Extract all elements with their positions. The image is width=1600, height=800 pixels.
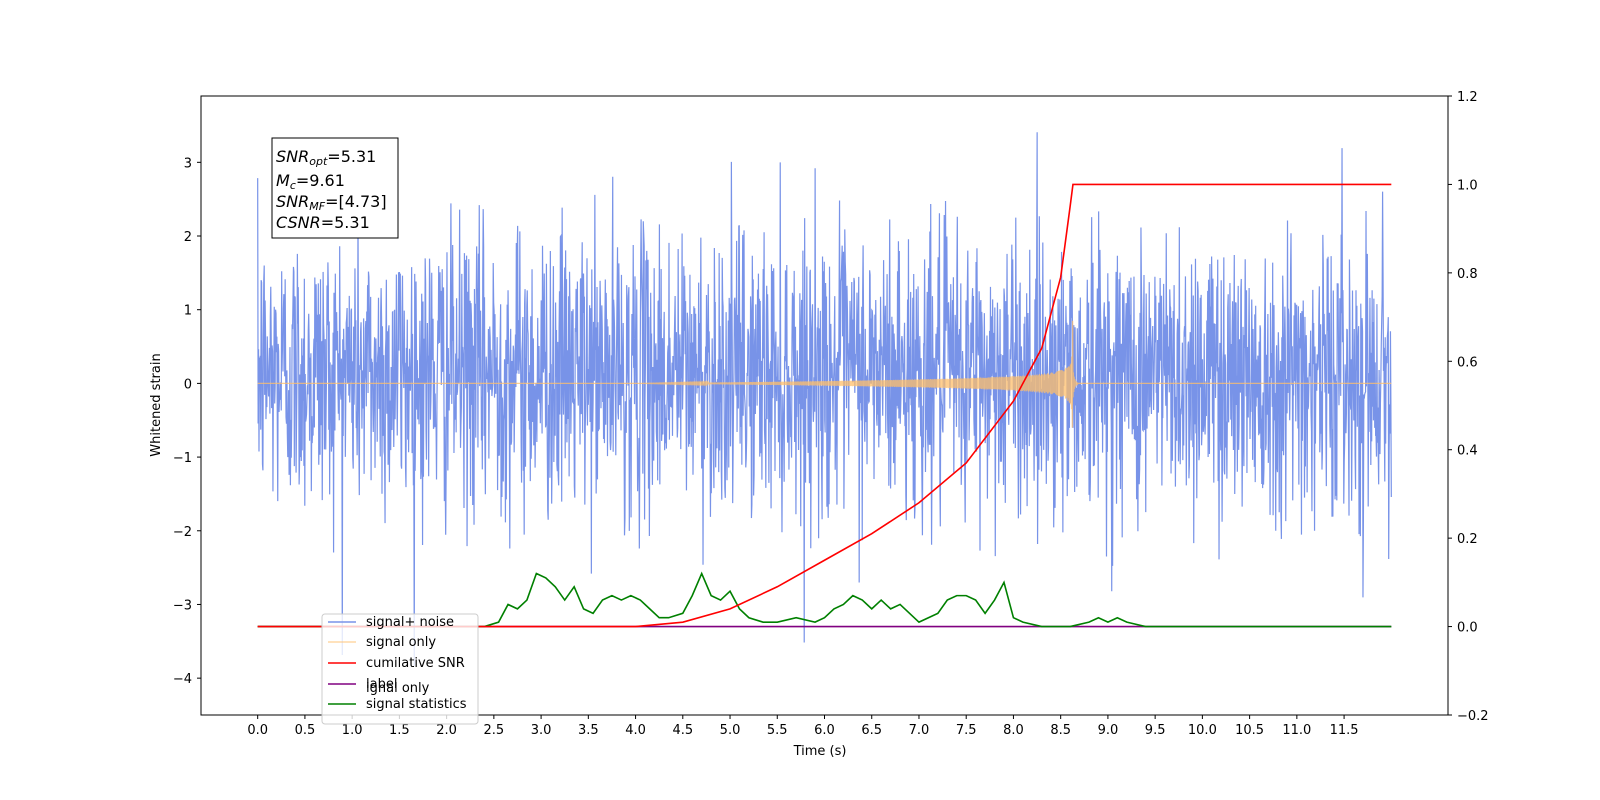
x-tick-label: 2.0 xyxy=(436,723,457,738)
y-right-tick-label: 0.2 xyxy=(1457,532,1478,547)
x-tick-label: 10.0 xyxy=(1188,723,1217,738)
x-tick-label: 4.0 xyxy=(625,723,646,738)
info-box-frame xyxy=(271,137,399,239)
legend-label: cumilative SNR xyxy=(366,656,465,671)
x-tick-label: 10.5 xyxy=(1235,723,1264,738)
x-tick-label: 8.0 xyxy=(1003,723,1024,738)
x-axis-ticks: 0.0 0.5 1.0 1.5 2.0 2.5 3.0 3.5 4.0 4.5 5.0 5.5 6.0 6… xyxy=(247,715,1359,738)
x-tick-label: 3.0 xyxy=(531,723,552,738)
series-signal-only xyxy=(257,320,1392,428)
x-tick-label: 7.0 xyxy=(909,723,930,738)
y-left-tick-label: 2 xyxy=(184,230,192,245)
x-tick-label: 9.5 xyxy=(1145,723,1166,738)
y-left-tick-label: −1 xyxy=(173,451,192,466)
y-left-tick-label: −2 xyxy=(173,525,192,540)
info-snr-opt: SNRopt=5.31 xyxy=(276,147,376,168)
series-signal-statistics xyxy=(257,571,1392,628)
x-tick-label: 3.5 xyxy=(578,723,599,738)
x-axis-label: Time (s) xyxy=(793,744,847,759)
y-axis-label: Whitened strain xyxy=(149,353,164,456)
info-mc: Mc=9.61 xyxy=(276,171,345,192)
y-left-tick-label: 3 xyxy=(184,156,192,171)
y-right-tick-label: 1.2 xyxy=(1457,90,1478,105)
x-tick-label: 4.5 xyxy=(672,723,693,738)
y-right-tick-label: 0.0 xyxy=(1457,621,1478,636)
series-cumulative-snr xyxy=(257,183,1392,628)
x-tick-label: 11.0 xyxy=(1282,723,1311,738)
legend-overlap-ghost: ignal only xyxy=(366,681,430,696)
y-left-tick-label: −3 xyxy=(173,598,192,613)
x-tick-label: 1.5 xyxy=(389,723,410,738)
legend-items: signal+ noise signal only cumilative SNR la… xyxy=(328,615,467,712)
x-tick-label: 6.0 xyxy=(814,723,835,738)
y-left-tick-label: 1 xyxy=(184,304,192,319)
y-right-tick-label: −0.2 xyxy=(1457,709,1489,724)
legend-frame xyxy=(321,613,479,725)
x-tick-label: 0.5 xyxy=(295,723,316,738)
x-tick-label: 11.5 xyxy=(1330,723,1359,738)
y-left-axis-ticks: −4 −3 −2 −1 0 1 2 3 xyxy=(173,156,201,687)
info-csnr: CSNR=5.31 xyxy=(276,213,370,232)
x-tick-label: 9.0 xyxy=(1098,723,1119,738)
series-signal-plus-noise xyxy=(257,132,1392,666)
x-tick-label: 2.5 xyxy=(484,723,505,738)
x-tick-label: 7.5 xyxy=(956,723,977,738)
legend-label: signal+ noise xyxy=(366,615,454,630)
x-tick-label: 1.0 xyxy=(342,723,363,738)
info-snr-mf: SNRMF=[4.73] xyxy=(276,192,387,213)
x-tick-label: 5.0 xyxy=(720,723,741,738)
info-box: SNRopt=5.31 Mc=9.61 SNRMF=[4.73] CSNR=5.… xyxy=(271,137,399,239)
legend: ignal only signal+ noise signal only cumil… xyxy=(321,613,479,725)
legend-label: signal only xyxy=(366,635,436,650)
y-right-tick-label: 0.8 xyxy=(1457,267,1478,282)
y-right-tick-label: 0.4 xyxy=(1457,444,1478,459)
y-left-tick-label: −4 xyxy=(173,672,192,687)
y-right-tick-label: 0.6 xyxy=(1457,355,1478,370)
legend-label: signal statistics xyxy=(366,697,467,712)
y-right-tick-label: 1.0 xyxy=(1457,178,1478,193)
y-left-tick-label: 0 xyxy=(184,377,192,392)
y-right-axis-ticks: −0.2 0.0 0.2 0.4 0.6 0.8 1.0 1.2 xyxy=(1448,90,1489,724)
x-tick-label: 8.5 xyxy=(1050,723,1071,738)
x-tick-label: 0.0 xyxy=(247,723,268,738)
legend-label: label xyxy=(366,677,397,692)
x-tick-label: 6.5 xyxy=(861,723,882,738)
x-tick-label: 5.5 xyxy=(767,723,788,738)
